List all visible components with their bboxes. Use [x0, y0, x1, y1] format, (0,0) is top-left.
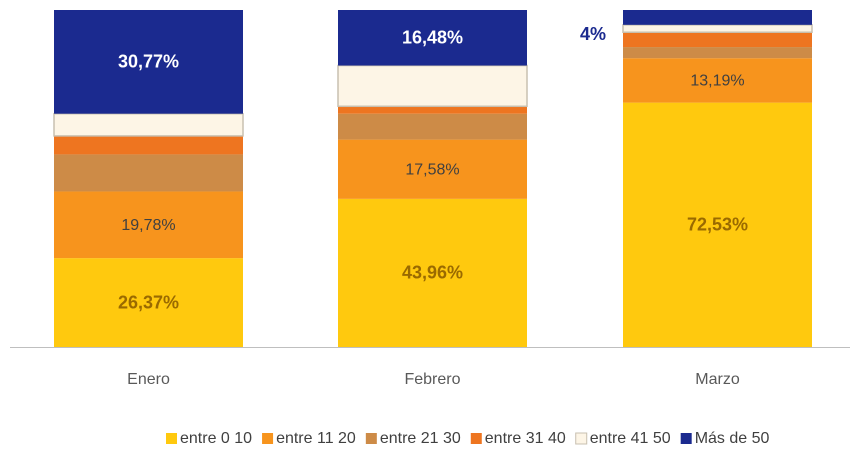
data-label: 17,58%	[405, 161, 459, 178]
data-label: 30,77%	[118, 52, 179, 72]
data-label: 19,78%	[121, 217, 175, 234]
bar-segment	[623, 32, 812, 48]
legend-label: entre 31 40	[485, 430, 566, 447]
bar-segment	[54, 135, 243, 155]
bar-segment	[622, 24, 813, 33]
legend-label: Más de 50	[695, 430, 770, 447]
legend-label: entre 21 30	[380, 430, 461, 447]
bar-segment	[54, 191, 243, 259]
legend-label: entre 11 20	[276, 430, 356, 447]
data-label: 4%	[580, 24, 606, 44]
bar-segment	[623, 10, 812, 25]
x-tick-label: Enero	[127, 371, 170, 388]
bar-segment	[337, 64, 528, 108]
data-label: 16,48%	[402, 28, 463, 48]
bar-segment	[53, 112, 244, 137]
bar-segment	[338, 106, 527, 114]
bar-segment	[338, 113, 527, 140]
bar-segment	[338, 139, 527, 199]
bar-segment	[623, 47, 812, 59]
legend-swatch	[575, 432, 588, 445]
x-tick-label: Marzo	[695, 371, 740, 388]
data-label: 26,37%	[118, 292, 179, 312]
bar-segment	[338, 10, 527, 66]
legend-swatch	[262, 433, 274, 444]
bar-segment	[54, 10, 243, 114]
legend-label: entre 0 10	[180, 430, 252, 447]
legend-swatch	[166, 433, 177, 444]
x-tick-label: Febrero	[404, 371, 460, 388]
legend-swatch	[365, 433, 377, 444]
data-label: 72,53%	[687, 215, 748, 235]
legend-swatch	[680, 433, 692, 444]
data-label: 43,96%	[402, 263, 463, 283]
bar-segment	[623, 58, 812, 103]
bar-segment	[54, 154, 243, 192]
legend-swatch	[470, 433, 482, 444]
bar-segment	[623, 102, 812, 347]
bar-segment	[54, 258, 243, 347]
data-label: 13,19%	[690, 73, 744, 90]
bar-segment	[338, 198, 527, 347]
legend-label: entre 41 50	[590, 430, 671, 447]
